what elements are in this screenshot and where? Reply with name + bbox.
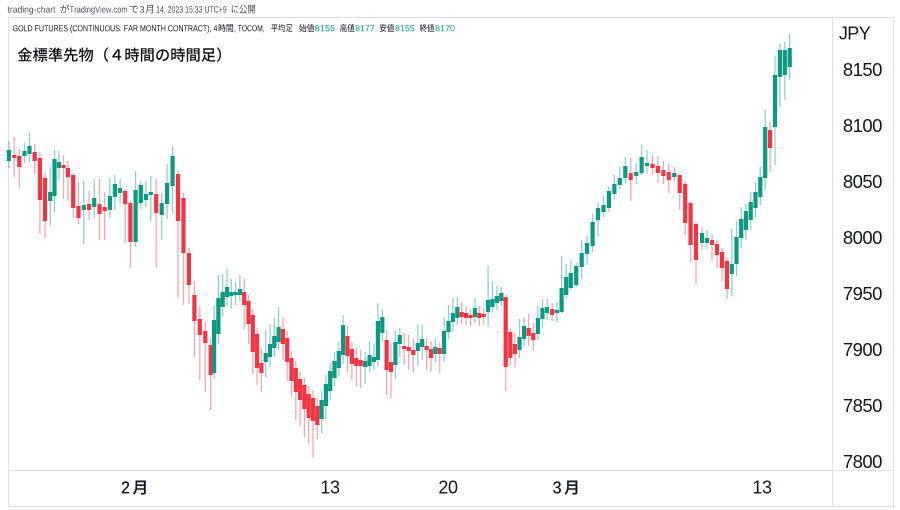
svg-text:JPY: JPY	[839, 24, 871, 44]
svg-text:13: 13	[320, 477, 340, 497]
svg-text:20: 20	[438, 477, 458, 497]
svg-text:13: 13	[752, 477, 772, 497]
svg-text:7800: 7800	[843, 451, 882, 472]
svg-text:8050: 8050	[843, 171, 882, 192]
svg-text:8100: 8100	[843, 115, 882, 136]
svg-text:7850: 7850	[843, 395, 882, 416]
svg-text:7950: 7950	[843, 283, 882, 304]
svg-text:8000: 8000	[843, 227, 882, 248]
svg-text:7900: 7900	[843, 339, 882, 360]
svg-text:8150: 8150	[843, 59, 882, 80]
